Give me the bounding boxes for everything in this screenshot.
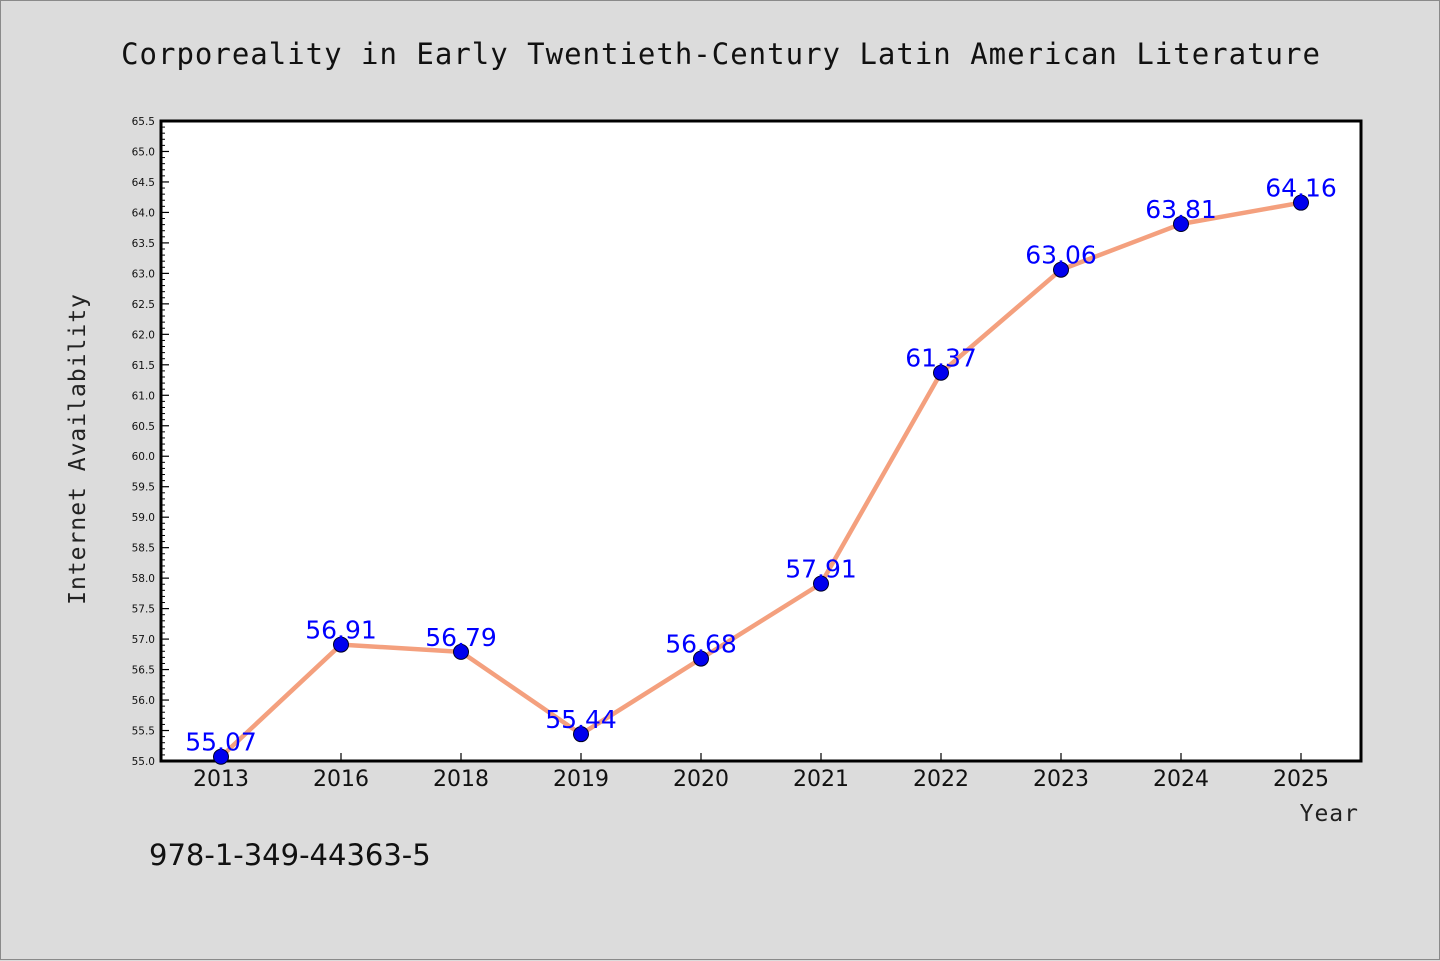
- y-tick-label: 59.5: [132, 482, 155, 494]
- y-tick-label: 59.0: [132, 512, 155, 524]
- y-tick-label: 58.0: [132, 573, 155, 585]
- x-tick-label: 2018: [433, 767, 489, 792]
- data-label: 56.79: [425, 623, 497, 652]
- y-tick-label: 63.0: [132, 268, 155, 280]
- y-tick-label: 58.5: [132, 543, 155, 555]
- y-tick-label: 61.0: [132, 390, 155, 402]
- x-tick-label: 2020: [673, 767, 729, 792]
- data-point: [1293, 194, 1309, 211]
- data-point: [933, 364, 949, 381]
- data-label: 64.16: [1265, 174, 1337, 203]
- isbn-text: 978-1-349-44363-5: [149, 838, 431, 872]
- data-label: 55.07: [185, 728, 257, 757]
- series-line: [219, 200, 1302, 759]
- data-point: [453, 643, 469, 660]
- x-tick-label: 2022: [913, 767, 969, 792]
- data-point: [1053, 261, 1069, 278]
- x-tick-label: 2021: [793, 767, 849, 792]
- y-tick-label: 64.0: [132, 207, 155, 219]
- data-markers: [213, 194, 1309, 765]
- x-tick-label: 2025: [1273, 767, 1329, 792]
- y-tick-label: 64.5: [132, 177, 155, 189]
- y-tick-label: 61.5: [132, 360, 155, 372]
- y-tick-label: 63.5: [132, 238, 155, 250]
- data-point: [1173, 216, 1189, 233]
- y-tick-label: 60.0: [132, 451, 155, 463]
- y-tick-label: 55.0: [132, 756, 155, 768]
- data-label: 55.44: [545, 705, 617, 734]
- chart-title: Corporeality in Early Twentieth-Century …: [121, 37, 1321, 71]
- x-tick-label: 2013: [193, 767, 249, 792]
- data-label: 63.81: [1145, 195, 1217, 224]
- data-point: [573, 726, 589, 743]
- data-labels: 55.07 56.91 56.79 55.44 56.68 57.91 61.37 63.06…: [185, 174, 1337, 757]
- data-point: [213, 748, 229, 765]
- data-label: 61.37: [905, 344, 977, 373]
- x-axis: 2013 2016 2018 2019 2020 2021 2022 2023 2024 2025: [193, 753, 1329, 792]
- data-point: [813, 575, 829, 592]
- y-tick-label: 55.5: [132, 726, 155, 738]
- y-tick-label: 62.0: [132, 329, 155, 341]
- y-tick-label: 60.5: [132, 421, 155, 433]
- x-tick-label: 2016: [313, 767, 369, 792]
- y-tick-label: 65.0: [132, 146, 155, 158]
- y-tick-label: 57.5: [132, 604, 155, 616]
- data-point: [693, 650, 709, 667]
- y-tick-label: 56.5: [132, 665, 155, 677]
- x-tick-label: 2024: [1153, 767, 1209, 792]
- y-tick-label: 57.0: [132, 634, 155, 646]
- data-label: 57.91: [785, 555, 857, 584]
- y-axis-label: Internet Availability: [65, 293, 91, 605]
- x-tick-label: 2019: [553, 767, 609, 792]
- y-tick-label: 56.0: [132, 695, 155, 707]
- y-tick-label: 62.5: [132, 299, 155, 311]
- data-point: [333, 636, 349, 653]
- x-axis-label: Year: [1300, 801, 1359, 827]
- data-label: 56.91: [305, 616, 377, 645]
- y-tick-label: 65.5: [132, 116, 155, 128]
- y-axis: 55.0 55.5 56.0 56.5 57.0 57.5 58.0 58.5 59.0 59.5…: [132, 116, 169, 768]
- x-tick-label: 2023: [1033, 767, 1089, 792]
- data-label: 56.68: [665, 630, 737, 659]
- plot-area: [159, 119, 1363, 763]
- data-label: 63.06: [1025, 241, 1097, 270]
